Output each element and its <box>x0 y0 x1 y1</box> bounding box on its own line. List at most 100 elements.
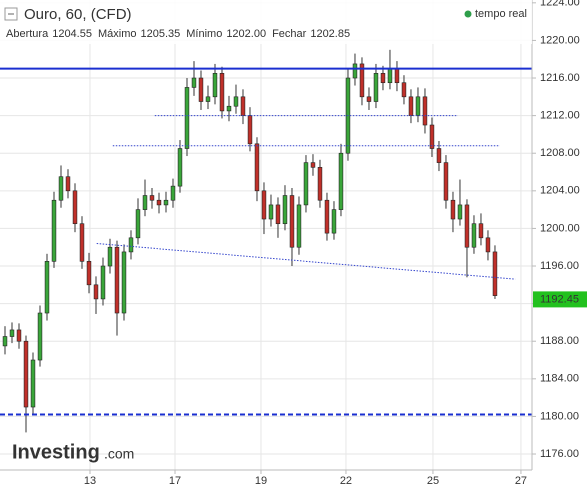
candle-body <box>429 124 435 149</box>
candle-body <box>436 148 442 163</box>
candle-body <box>408 96 414 116</box>
candle-body <box>247 115 253 145</box>
last-price-label: 1192.45 <box>540 293 579 305</box>
candle-body <box>226 105 232 112</box>
x-tick-label: 27 <box>515 475 527 487</box>
candle-body <box>128 237 134 253</box>
candle-body <box>394 68 400 84</box>
ohlc-label: Abertura <box>6 28 49 40</box>
candles <box>2 49 498 433</box>
ohlc-value: 1205.35 <box>140 28 180 40</box>
y-tick-label: 1184.00 <box>540 373 579 385</box>
logo-suffix: .com <box>104 446 134 462</box>
candle-body <box>464 204 470 248</box>
candle-body <box>58 176 64 201</box>
candle-body <box>401 82 407 98</box>
candle-body <box>268 204 274 220</box>
candle-body <box>240 96 246 116</box>
x-tick-label: 17 <box>169 475 181 487</box>
candle-body <box>387 68 393 84</box>
candle-body <box>296 204 302 248</box>
trend-lines <box>0 67 532 416</box>
x-tick-label: 25 <box>427 475 439 487</box>
candle-body <box>79 223 85 262</box>
ohlc-label: Mínimo <box>186 28 222 40</box>
candle-body <box>338 152 344 210</box>
status-dot <box>464 10 472 18</box>
y-tick-label: 1188.00 <box>540 335 579 347</box>
candle-body <box>478 223 484 239</box>
candle-body <box>422 96 428 126</box>
chart-title: Ouro, 60, (CFD) <box>24 6 132 23</box>
y-tick-label: 1196.00 <box>540 260 579 272</box>
y-tick-label: 1180.00 <box>540 410 579 422</box>
ohlc-header: Abertura 1204.55 Máximo 1205.35 Mínimo 1202.0… <box>6 28 350 40</box>
y-tick-label: 1212.00 <box>540 110 580 122</box>
candle-body <box>177 148 183 187</box>
candle-body <box>65 176 71 192</box>
candle-body <box>352 63 358 79</box>
y-tick-label: 1224.00 <box>540 0 580 9</box>
candle-body <box>86 261 92 286</box>
y-tick-label: 1220.00 <box>540 34 580 46</box>
candle-body <box>114 246 120 314</box>
candle-body <box>44 261 50 314</box>
candle-body <box>310 162 316 168</box>
status-text: tempo real <box>475 8 527 20</box>
candle-body <box>163 199 169 206</box>
candle-body <box>457 204 463 220</box>
candle-body <box>324 199 330 234</box>
candle-body <box>471 223 477 248</box>
candle-body <box>366 96 372 102</box>
y-tick-label: 1176.00 <box>540 448 579 460</box>
x-tick-label: 22 <box>340 475 352 487</box>
candle-body <box>331 209 337 234</box>
candle-body <box>149 195 155 201</box>
candle-body <box>359 63 365 98</box>
ohlc-value: 1204.55 <box>52 28 92 40</box>
header-bg <box>0 0 532 44</box>
candle-body <box>254 143 260 192</box>
candle-body <box>93 284 99 300</box>
candle-body <box>121 251 127 314</box>
last-price-badge <box>533 291 587 308</box>
candle-body <box>170 185 176 201</box>
logo: Investing <box>12 441 100 463</box>
candle-body <box>450 199 456 220</box>
y-tick-label: 1204.00 <box>540 185 580 197</box>
y-tick-label: 1208.00 <box>540 147 580 159</box>
candle-body <box>303 162 309 206</box>
candle-body <box>380 73 386 84</box>
y-tick-label: 1216.00 <box>540 72 580 84</box>
candle-body <box>191 77 197 88</box>
axis-labels: 1176.001180.001184.001188.001192.001196.… <box>84 0 587 487</box>
x-tick-label: 13 <box>84 475 96 487</box>
candle-body <box>261 190 267 220</box>
candle-body <box>184 87 190 149</box>
ohlc-label: Máximo <box>98 28 137 40</box>
candle-body <box>205 96 211 102</box>
candle-body <box>51 199 57 262</box>
candle-body <box>282 195 288 225</box>
candle-body <box>492 251 498 296</box>
ohlc-label: Fechar <box>272 28 307 40</box>
x-tick-label: 19 <box>255 475 267 487</box>
candle-body <box>107 246 113 267</box>
candle-body <box>9 329 15 337</box>
candle-body <box>30 359 36 408</box>
candle-body <box>289 195 295 248</box>
candle-body <box>135 209 141 239</box>
candle-body <box>443 162 449 201</box>
candle-body <box>233 96 239 107</box>
candle-body <box>415 96 421 116</box>
candle-body <box>485 237 491 253</box>
candle-body <box>275 204 281 225</box>
candle-body <box>317 167 323 201</box>
candle-body <box>156 199 162 206</box>
ohlc-value: 1202.00 <box>226 28 266 40</box>
candle-body <box>16 329 22 342</box>
candle-body <box>2 336 8 347</box>
candle-body <box>373 73 379 102</box>
